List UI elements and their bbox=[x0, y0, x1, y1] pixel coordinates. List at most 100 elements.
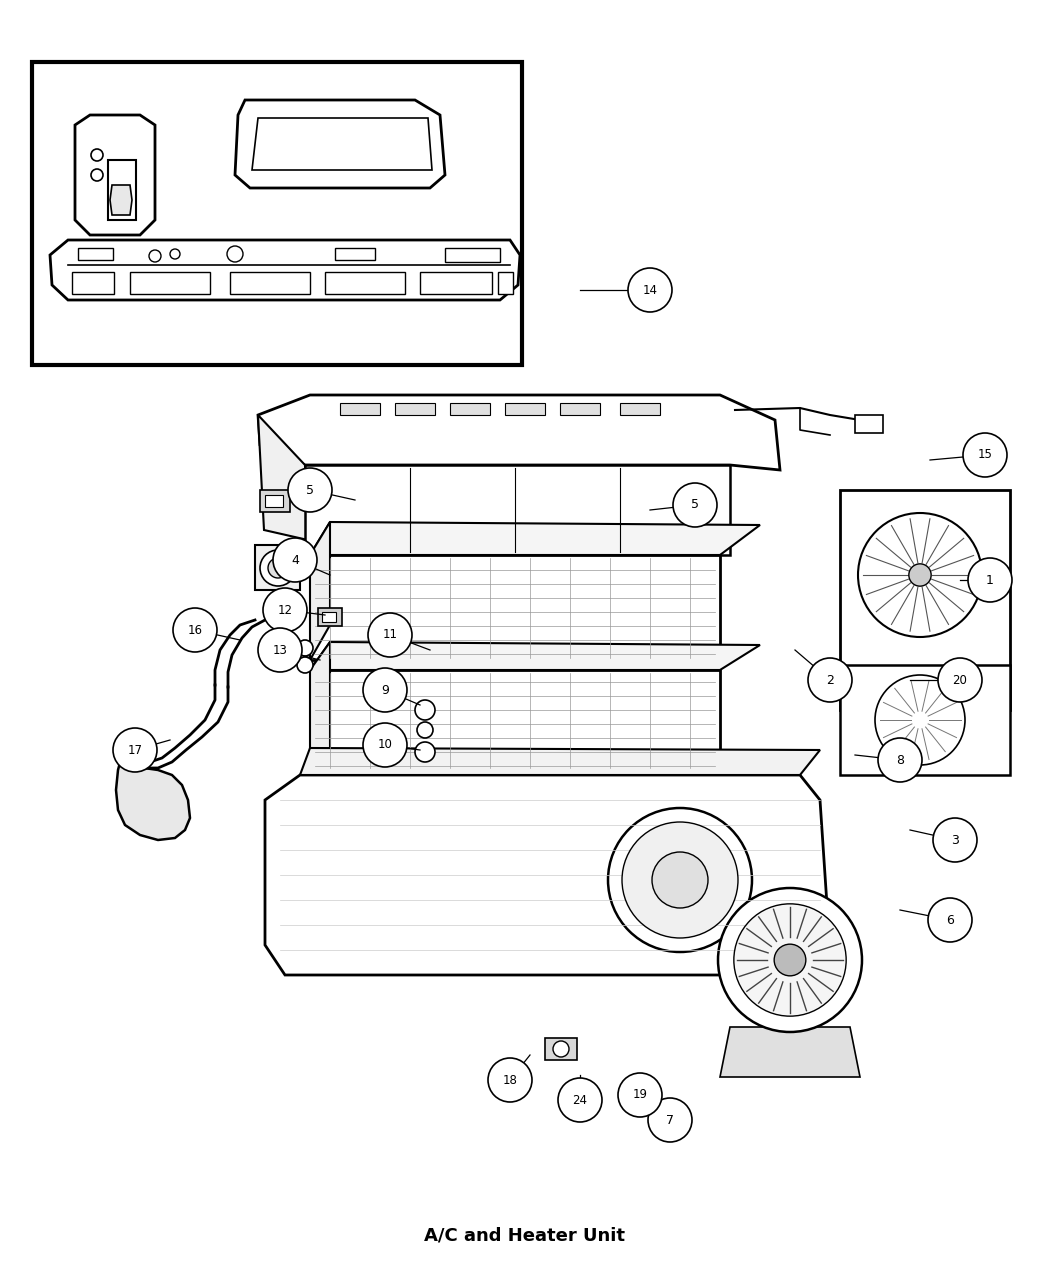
Circle shape bbox=[91, 170, 103, 181]
Polygon shape bbox=[300, 748, 820, 775]
Bar bbox=[450, 403, 490, 414]
Circle shape bbox=[878, 738, 922, 782]
Bar bbox=[855, 414, 883, 434]
Bar bbox=[420, 272, 492, 295]
Bar bbox=[78, 249, 113, 260]
Circle shape bbox=[415, 742, 435, 762]
Circle shape bbox=[963, 434, 1007, 477]
Bar bbox=[498, 272, 513, 295]
Text: 13: 13 bbox=[273, 644, 288, 657]
Circle shape bbox=[417, 722, 433, 738]
Circle shape bbox=[858, 513, 982, 638]
Circle shape bbox=[618, 1074, 662, 1117]
Bar bbox=[130, 272, 210, 295]
Polygon shape bbox=[720, 1026, 860, 1077]
Bar bbox=[840, 666, 1010, 775]
Circle shape bbox=[928, 898, 972, 942]
Circle shape bbox=[488, 1058, 532, 1102]
Circle shape bbox=[415, 700, 435, 720]
Circle shape bbox=[368, 613, 412, 657]
Bar bbox=[32, 62, 522, 365]
Bar bbox=[445, 249, 500, 261]
Bar bbox=[560, 403, 600, 414]
Circle shape bbox=[875, 674, 965, 765]
Bar bbox=[505, 403, 545, 414]
Bar bbox=[318, 608, 342, 626]
Text: A/C and Heater Unit: A/C and Heater Unit bbox=[424, 1227, 626, 1244]
Bar bbox=[340, 403, 380, 414]
Text: 1: 1 bbox=[986, 574, 994, 586]
Bar bbox=[265, 495, 284, 507]
Bar bbox=[322, 612, 336, 622]
Circle shape bbox=[173, 608, 217, 652]
Bar bbox=[620, 403, 660, 414]
Circle shape bbox=[774, 945, 805, 975]
Text: 16: 16 bbox=[188, 623, 203, 636]
Text: 6: 6 bbox=[946, 913, 954, 927]
Polygon shape bbox=[75, 115, 155, 235]
Bar bbox=[230, 272, 310, 295]
Circle shape bbox=[297, 657, 313, 673]
Polygon shape bbox=[310, 521, 760, 555]
Circle shape bbox=[933, 819, 977, 862]
Text: 4: 4 bbox=[291, 553, 299, 566]
Polygon shape bbox=[310, 643, 760, 669]
Circle shape bbox=[558, 1077, 602, 1122]
Polygon shape bbox=[304, 465, 730, 555]
Polygon shape bbox=[265, 775, 830, 975]
Circle shape bbox=[808, 658, 852, 703]
Polygon shape bbox=[110, 185, 132, 215]
Text: 20: 20 bbox=[952, 673, 967, 686]
Bar bbox=[326, 272, 405, 295]
Bar bbox=[72, 272, 114, 295]
Circle shape bbox=[938, 658, 982, 703]
Bar bbox=[108, 159, 136, 221]
Circle shape bbox=[628, 268, 672, 312]
Text: 3: 3 bbox=[951, 834, 959, 847]
Text: 15: 15 bbox=[978, 449, 992, 462]
Polygon shape bbox=[258, 414, 308, 541]
Circle shape bbox=[608, 808, 752, 952]
Circle shape bbox=[968, 558, 1012, 602]
Polygon shape bbox=[252, 119, 432, 170]
Polygon shape bbox=[310, 669, 720, 770]
Circle shape bbox=[273, 538, 317, 581]
Text: 14: 14 bbox=[643, 283, 657, 297]
Circle shape bbox=[113, 728, 158, 771]
Polygon shape bbox=[116, 755, 190, 840]
Text: 8: 8 bbox=[896, 754, 904, 766]
Polygon shape bbox=[310, 555, 720, 660]
Circle shape bbox=[622, 822, 738, 938]
Text: 17: 17 bbox=[127, 743, 143, 756]
Text: 12: 12 bbox=[277, 603, 293, 617]
Circle shape bbox=[149, 250, 161, 261]
Circle shape bbox=[363, 668, 407, 711]
Bar bbox=[335, 249, 375, 260]
Text: 10: 10 bbox=[378, 738, 393, 751]
Circle shape bbox=[262, 588, 307, 632]
Text: 2: 2 bbox=[826, 673, 834, 686]
Polygon shape bbox=[50, 240, 520, 300]
Circle shape bbox=[652, 852, 708, 908]
Text: 24: 24 bbox=[572, 1094, 588, 1107]
Bar bbox=[840, 490, 1010, 710]
Polygon shape bbox=[310, 521, 330, 660]
Circle shape bbox=[170, 249, 180, 259]
Text: 9: 9 bbox=[381, 683, 388, 696]
Bar bbox=[395, 403, 435, 414]
Circle shape bbox=[227, 246, 243, 261]
Polygon shape bbox=[258, 395, 780, 470]
Circle shape bbox=[260, 550, 296, 586]
Text: 19: 19 bbox=[632, 1089, 648, 1102]
Bar bbox=[260, 490, 290, 513]
Circle shape bbox=[297, 640, 313, 657]
Bar bbox=[255, 544, 300, 590]
Polygon shape bbox=[310, 643, 330, 770]
Circle shape bbox=[734, 904, 846, 1016]
Text: 5: 5 bbox=[691, 499, 699, 511]
Bar bbox=[545, 1038, 578, 1060]
Circle shape bbox=[268, 558, 288, 578]
Circle shape bbox=[553, 1040, 569, 1057]
Text: 7: 7 bbox=[666, 1113, 674, 1127]
Circle shape bbox=[288, 468, 332, 513]
